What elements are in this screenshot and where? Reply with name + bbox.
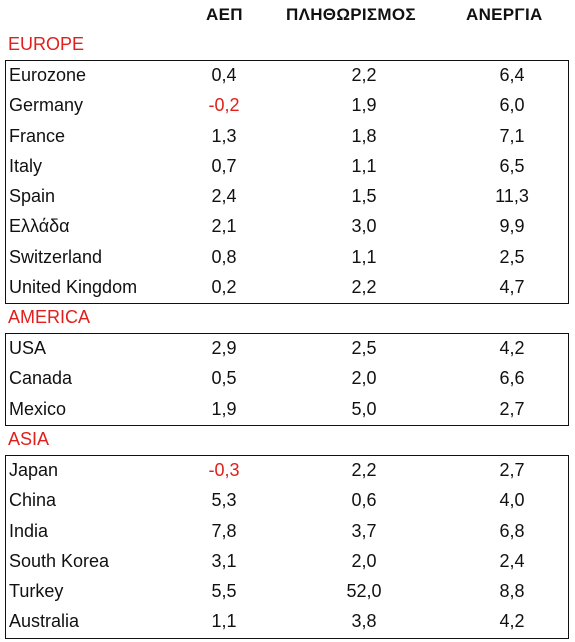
table-row: China 5,3 0,6 4,0 bbox=[6, 486, 568, 516]
gdp-value: 1,3 bbox=[211, 125, 237, 146]
country-name: Canada bbox=[9, 368, 73, 389]
gdp-value: 0,4 bbox=[211, 65, 237, 85]
unemployment-value: 2,7 bbox=[499, 398, 525, 419]
inflation-value: 2,2 bbox=[351, 65, 377, 85]
table-row: Switzerland 0,8 1,1 2,5 bbox=[6, 243, 568, 273]
inflation-value: 2,2 bbox=[351, 276, 377, 297]
inflation-value: 2,5 bbox=[351, 338, 377, 358]
country-name: China bbox=[9, 490, 57, 511]
gdp-value: 5,3 bbox=[211, 490, 237, 511]
country-name: Switzerland bbox=[9, 246, 103, 267]
gdp-value: 0,2 bbox=[211, 276, 237, 297]
gdp-value: 0,5 bbox=[211, 368, 237, 389]
gdp-value: -0,3 bbox=[208, 460, 240, 480]
inflation-value: 1,1 bbox=[351, 246, 377, 267]
header-unemployment: ΑΝΕΡΓΙΑ bbox=[466, 5, 543, 24]
gdp-value: 3,1 bbox=[211, 550, 237, 571]
table-row: Japan -0,3 2,2 2,7 bbox=[6, 456, 568, 486]
unemployment-value: 6,0 bbox=[499, 95, 525, 116]
region-table-asia: Japan -0,3 2,2 2,7 China 5,3 0,6 4,0 Ind… bbox=[5, 455, 569, 639]
table-row: Canada 0,5 2,0 6,6 bbox=[6, 364, 568, 394]
column-header-row: ΑΕΠ ΠΛΗΘΩΡΙΣΜΟΣ ΑΝΕΡΓΙΑ bbox=[0, 0, 575, 30]
country-name: India bbox=[9, 520, 49, 541]
country-name: France bbox=[9, 125, 66, 146]
country-name: USA bbox=[9, 338, 47, 358]
table-row: Eurozone 0,4 2,2 6,4 bbox=[6, 61, 568, 91]
country-name: Spain bbox=[9, 186, 56, 206]
country-name: Mexico bbox=[9, 398, 67, 419]
table-row: USA 2,9 2,5 4,2 bbox=[6, 334, 568, 364]
unemployment-value: 6,4 bbox=[499, 65, 525, 85]
unemployment-value: 2,5 bbox=[499, 246, 525, 267]
unemployment-value: 2,4 bbox=[499, 550, 525, 571]
country-name: Japan bbox=[9, 460, 59, 480]
gdp-value: 2,4 bbox=[211, 186, 237, 206]
gdp-value: 2,1 bbox=[211, 216, 237, 237]
inflation-value: 52,0 bbox=[346, 581, 382, 601]
table-row: Turkey 5,5 52,0 8,8 bbox=[6, 577, 568, 607]
unemployment-value: 6,6 bbox=[499, 368, 525, 389]
gdp-value: 2,9 bbox=[211, 338, 237, 358]
gdp-value: -0,2 bbox=[208, 95, 240, 116]
inflation-value: 1,5 bbox=[351, 186, 377, 206]
table-row: United Kingdom 0,2 2,2 4,7 bbox=[6, 273, 568, 303]
unemployment-value: 6,8 bbox=[499, 520, 525, 541]
unemployment-value: 4,7 bbox=[499, 276, 525, 297]
table-row: Australia 1,1 3,8 4,2 bbox=[6, 607, 568, 637]
inflation-value: 0,6 bbox=[351, 490, 377, 511]
header-gdp: ΑΕΠ bbox=[206, 5, 243, 24]
gdp-value: 5,5 bbox=[211, 581, 237, 601]
inflation-value: 5,0 bbox=[351, 398, 377, 419]
unemployment-value: 4,0 bbox=[499, 490, 525, 511]
unemployment-value: 2,7 bbox=[499, 460, 525, 480]
unemployment-value: 6,5 bbox=[499, 155, 525, 176]
country-name: Germany bbox=[9, 95, 84, 116]
table-row: South Korea 3,1 2,0 2,4 bbox=[6, 547, 568, 577]
header-inflation: ΠΛΗΘΩΡΙΣΜΟΣ bbox=[286, 5, 416, 24]
country-name: Turkey bbox=[9, 581, 64, 601]
region-table-america: USA 2,9 2,5 4,2 Canada 0,5 2,0 6,6 Mexic… bbox=[5, 333, 569, 426]
inflation-value: 1,9 bbox=[351, 95, 377, 116]
table-row: Mexico 1,9 5,0 2,7 bbox=[6, 395, 568, 425]
inflation-value: 3,8 bbox=[351, 611, 377, 632]
table-row: Italy 0,7 1,1 6,5 bbox=[6, 152, 568, 182]
country-name: South Korea bbox=[9, 550, 110, 571]
gdp-value: 1,1 bbox=[211, 611, 237, 632]
table-row: India 7,8 3,7 6,8 bbox=[6, 517, 568, 547]
table-row: Spain 2,4 1,5 11,3 bbox=[6, 182, 568, 212]
unemployment-value: 4,2 bbox=[499, 611, 525, 632]
table-row: France 1,3 1,8 7,1 bbox=[6, 122, 568, 152]
region-table-europe: Eurozone 0,4 2,2 6,4 Germany -0,2 1,9 6,… bbox=[5, 60, 569, 304]
inflation-value: 2,0 bbox=[351, 368, 377, 389]
inflation-value: 2,2 bbox=[351, 460, 377, 480]
table-row: Germany -0,2 1,9 6,0 bbox=[6, 91, 568, 121]
unemployment-value: 9,9 bbox=[499, 216, 525, 237]
unemployment-value: 7,1 bbox=[499, 125, 525, 146]
gdp-value: 0,7 bbox=[211, 155, 237, 176]
gdp-value: 0,8 bbox=[211, 246, 237, 267]
region-label-europe: EUROPE bbox=[8, 34, 85, 54]
inflation-value: 1,1 bbox=[351, 155, 377, 176]
inflation-value: 3,0 bbox=[351, 216, 377, 237]
country-name: Italy bbox=[9, 155, 43, 176]
gdp-value: 1,9 bbox=[211, 398, 237, 419]
region-label-america: AMERICA bbox=[8, 307, 91, 327]
region-label-asia: ASIA bbox=[8, 429, 50, 449]
country-name: Eurozone bbox=[9, 65, 87, 85]
country-name: Australia bbox=[9, 611, 80, 632]
unemployment-value: 4,2 bbox=[499, 338, 525, 358]
gdp-value: 7,8 bbox=[211, 520, 237, 541]
table-row: Ελλάδα 2,1 3,0 9,9 bbox=[6, 212, 568, 242]
unemployment-value: 11,3 bbox=[495, 186, 529, 206]
unemployment-value: 8,8 bbox=[499, 581, 525, 601]
inflation-value: 3,7 bbox=[351, 520, 377, 541]
country-name: Ελλάδα bbox=[9, 216, 70, 237]
inflation-value: 1,8 bbox=[351, 125, 377, 146]
country-name: United Kingdom bbox=[9, 276, 138, 297]
inflation-value: 2,0 bbox=[351, 550, 377, 571]
